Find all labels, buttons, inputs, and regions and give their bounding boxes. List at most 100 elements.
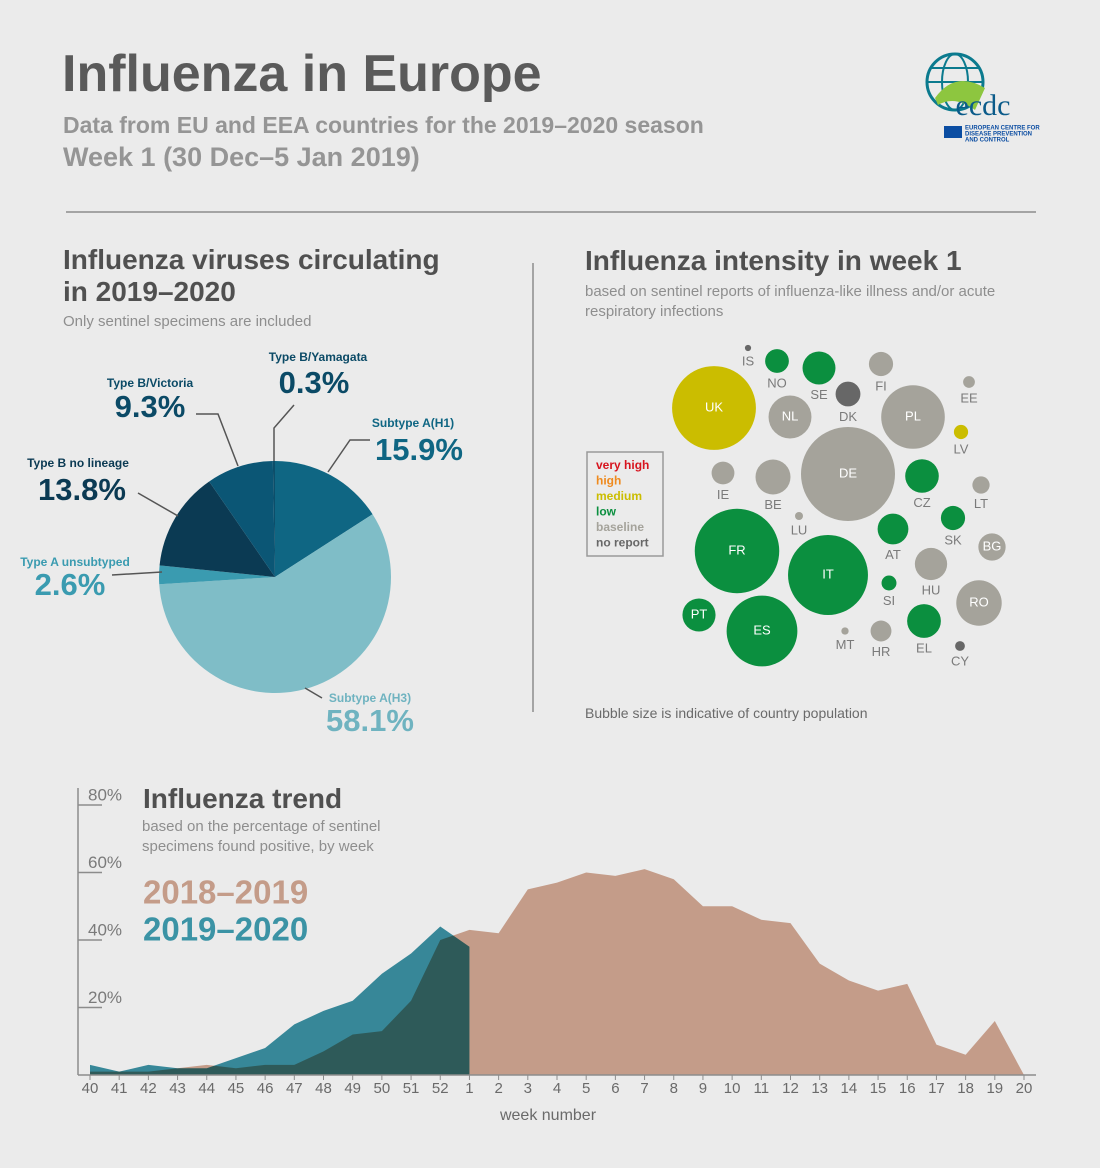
- legend-label: no report: [596, 536, 649, 550]
- country-label: IS: [742, 354, 755, 369]
- country-label: RO: [969, 594, 989, 609]
- value-label: 58.1%: [326, 703, 414, 738]
- legend-label: low: [596, 505, 617, 519]
- country-label: UK: [705, 399, 723, 414]
- country-bubble: [972, 476, 990, 494]
- leader-line: [111, 571, 163, 576]
- page-title: Influenza in Europe: [62, 45, 542, 103]
- x-tick-label: 10: [724, 1080, 741, 1097]
- leader-line: [137, 492, 179, 517]
- country-bubble: [914, 547, 948, 581]
- country-bubble: [940, 505, 966, 531]
- country-bubble: [841, 627, 849, 635]
- country-bubble: [881, 385, 945, 449]
- legend-label: 2019–2020: [143, 911, 308, 948]
- country-label: DK: [839, 409, 857, 424]
- country-label: FR: [728, 542, 745, 557]
- pie-slice: [159, 514, 391, 693]
- logo-line: EUROPEAN CENTRE FOR: [965, 126, 1040, 132]
- x-tick-label: 11: [754, 1080, 770, 1097]
- country-bubble: [802, 351, 836, 385]
- country-label: EL: [916, 640, 932, 655]
- slice-label: Type B no lineage: [27, 456, 129, 470]
- legend-label: very high: [596, 458, 649, 472]
- legend-box: [586, 451, 664, 557]
- country-label: NO: [767, 375, 787, 390]
- country-label: AT: [885, 547, 901, 562]
- country-label: DE: [839, 465, 857, 480]
- country-label: NL: [782, 408, 799, 423]
- x-tick-label: 3: [524, 1080, 532, 1097]
- country-label: IT: [822, 566, 834, 581]
- value-label: 0.3%: [279, 365, 350, 400]
- pie-slice: [209, 461, 275, 577]
- country-label: FI: [875, 379, 887, 394]
- value-label: 15.9%: [375, 432, 463, 467]
- country-bubble: [795, 512, 803, 520]
- trend-area: [90, 926, 470, 1075]
- x-tick-label: 49: [344, 1080, 361, 1097]
- country-bubble: [905, 459, 939, 493]
- value-label: 9.3%: [115, 389, 186, 424]
- slice-label: Type A unsubtyped: [20, 555, 130, 569]
- x-tick-label: 51: [403, 1080, 420, 1097]
- logo: [925, 52, 985, 138]
- x-tick-label: 19: [986, 1080, 1003, 1097]
- country-bubble: [881, 575, 897, 591]
- x-tick-label: 18: [957, 1080, 974, 1097]
- y-tick-label: 40%: [88, 920, 122, 939]
- value-label: 13.8%: [38, 472, 126, 507]
- country-bubble: [694, 508, 780, 594]
- logo-line: AND CONTROL: [965, 138, 1010, 144]
- country-bubble: [978, 533, 1006, 561]
- country-label: BE: [764, 497, 782, 512]
- country-bubble: [870, 620, 892, 642]
- country-bubble: [788, 535, 868, 615]
- y-tick-label: 80%: [88, 785, 122, 804]
- bubble-footnote: Bubble size is indicative of country pop…: [585, 705, 868, 721]
- value-label: 2.6%: [35, 567, 106, 602]
- country-bubble: [726, 595, 798, 667]
- leader-line: [327, 439, 370, 473]
- x-tick-label: 45: [228, 1080, 245, 1097]
- country-label: PL: [905, 408, 921, 423]
- x-tick-label: 2: [494, 1080, 502, 1097]
- x-tick-label: 1: [465, 1080, 473, 1097]
- pie-slice: [159, 481, 275, 577]
- page-week: Week 1 (30 Dec–5 Jan 2019): [63, 142, 420, 172]
- bubble-title: Influenza intensity in week 1: [585, 245, 962, 276]
- country-label: PT: [691, 606, 708, 621]
- trend-subtitle: based on the percentage of sentinel spec…: [142, 818, 381, 855]
- country-label: CY: [951, 653, 969, 668]
- x-tick-label: 44: [198, 1080, 215, 1097]
- pie-slice: [159, 565, 275, 585]
- leader-line: [304, 687, 323, 699]
- x-tick-label: 14: [841, 1080, 858, 1097]
- x-tick-label: 40: [82, 1080, 99, 1097]
- x-tick-label: 52: [432, 1080, 449, 1097]
- country-label: SE: [810, 387, 828, 402]
- country-label: MT: [836, 637, 855, 652]
- x-tick-label: 42: [140, 1080, 157, 1097]
- pie-slice: [272, 461, 275, 577]
- country-bubble: [711, 461, 735, 485]
- slice-label: Type B/Yamagata: [269, 350, 368, 364]
- slice-label: Subtype A(H1): [372, 416, 454, 430]
- country-label: IE: [717, 487, 730, 502]
- x-tick-label: 48: [315, 1080, 332, 1097]
- trend-title: Influenza trend: [143, 783, 343, 814]
- country-bubble: [800, 426, 896, 522]
- country-bubble: [953, 424, 969, 440]
- leader-line: [196, 413, 239, 467]
- country-bubble: [744, 344, 752, 352]
- country-label: BG: [983, 538, 1002, 553]
- pie-title: Influenza viruses circulating in 2019–20…: [63, 244, 440, 307]
- x-tick-label: 20: [1016, 1080, 1033, 1097]
- country-label: ES: [753, 622, 771, 637]
- x-tick-label: 5: [582, 1080, 590, 1097]
- x-tick-label: 13: [811, 1080, 828, 1097]
- x-tick-label: 7: [640, 1080, 648, 1097]
- country-label: SI: [883, 593, 895, 608]
- logo-line: DISEASE PREVENTION: [965, 132, 1032, 138]
